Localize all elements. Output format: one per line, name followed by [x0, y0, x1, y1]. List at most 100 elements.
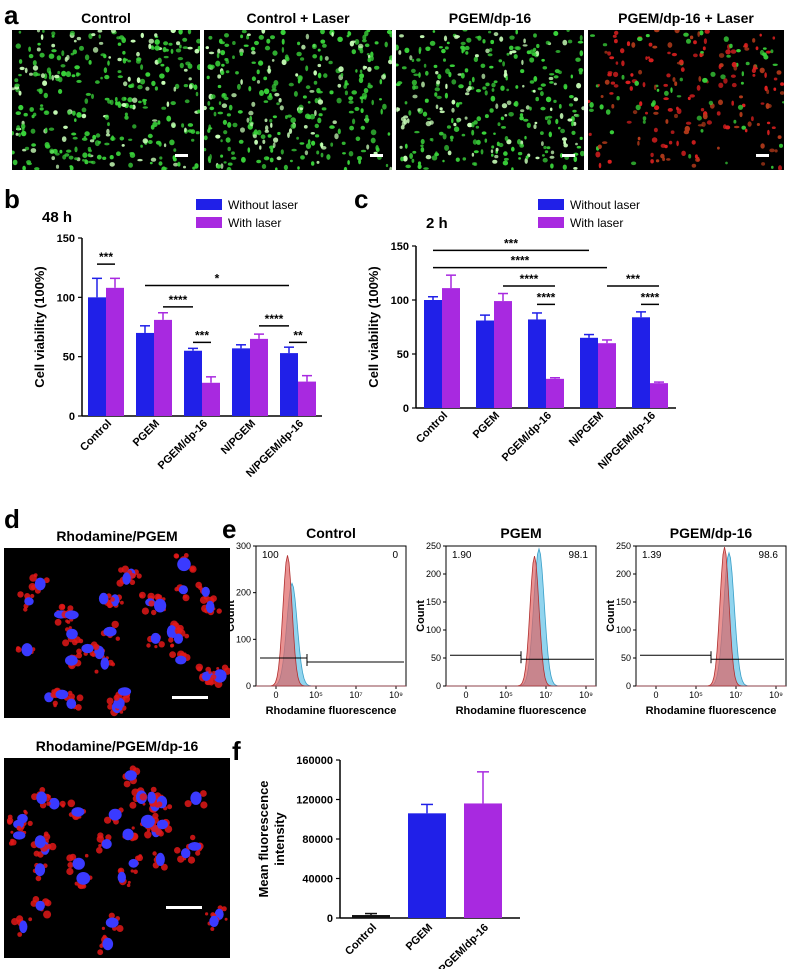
cell — [61, 70, 67, 77]
cell — [269, 93, 272, 98]
rhodamine-spot — [148, 600, 155, 607]
cell — [66, 149, 72, 153]
cell — [221, 63, 225, 67]
gate-left-percent: 100 — [262, 550, 279, 561]
cell — [621, 74, 625, 80]
cell — [766, 103, 772, 109]
cell — [720, 74, 726, 80]
cell — [503, 157, 509, 161]
cell — [501, 103, 508, 109]
cell — [542, 157, 548, 163]
cell — [305, 65, 309, 72]
cell — [132, 124, 137, 129]
rhodamine-spot — [126, 883, 131, 888]
cell — [271, 59, 275, 62]
cell — [772, 36, 776, 40]
cell — [560, 128, 565, 134]
cell — [422, 111, 428, 117]
y-tick-label: 100 — [391, 295, 409, 307]
cell — [647, 56, 651, 59]
cell — [550, 150, 555, 155]
cell — [744, 43, 747, 47]
cell — [177, 161, 181, 167]
cell — [761, 162, 766, 166]
image-title-control: Control — [81, 10, 131, 26]
cell — [443, 58, 446, 62]
cell — [121, 144, 125, 147]
cell — [700, 51, 704, 54]
rhodamine-spot — [29, 574, 37, 582]
cell — [32, 65, 39, 71]
cell — [460, 45, 465, 50]
cell — [341, 141, 346, 145]
cell — [389, 31, 392, 38]
cell — [269, 145, 275, 150]
cell — [55, 164, 60, 169]
y-axis-label: Mean fluorescence — [256, 780, 271, 897]
cell — [103, 67, 108, 74]
cell — [425, 154, 432, 160]
rhodamine-spot — [76, 648, 82, 655]
rhodamine-spot — [187, 856, 196, 864]
cell — [285, 115, 288, 120]
nucleus — [140, 814, 155, 829]
cell — [246, 34, 250, 40]
cell — [434, 152, 440, 157]
cell — [74, 65, 80, 70]
cell — [232, 55, 235, 59]
cell — [541, 154, 545, 157]
cell — [494, 154, 499, 159]
cell — [239, 51, 244, 56]
x-tick-label: PGEM/dp-16 — [437, 922, 491, 969]
cell — [204, 147, 207, 152]
cell — [760, 143, 765, 149]
panel-b-letter: b — [4, 184, 20, 214]
cell — [515, 46, 521, 51]
cell — [148, 38, 154, 44]
cell — [455, 157, 460, 162]
rhodamine-spot — [92, 643, 100, 651]
cell — [762, 52, 767, 57]
cell — [217, 84, 222, 89]
cell — [116, 151, 121, 156]
cell — [43, 92, 48, 99]
nucleus — [209, 915, 219, 927]
cell — [247, 147, 251, 153]
cell — [110, 30, 116, 34]
nucleus — [175, 655, 187, 665]
bar-with-laser — [154, 319, 172, 416]
cell — [691, 163, 697, 168]
rhodamine-spot — [123, 780, 131, 788]
cell — [82, 159, 85, 162]
micrograph-rhodamine-pgem — [4, 548, 230, 718]
cell — [261, 164, 267, 169]
significance-label: ** — [293, 328, 303, 342]
cell — [59, 149, 63, 154]
cell — [36, 47, 41, 52]
cell — [685, 121, 692, 125]
cell — [439, 107, 443, 111]
cell — [654, 30, 660, 33]
cell — [418, 48, 421, 55]
nucleus — [65, 655, 78, 666]
panel-f-letter: f — [232, 736, 241, 766]
cell — [405, 49, 410, 53]
cell — [680, 67, 685, 72]
cell — [173, 162, 179, 167]
bar-with-laser — [298, 381, 316, 416]
rhodamine-spot — [69, 853, 77, 861]
rhodamine-spot — [30, 593, 35, 599]
cell — [509, 45, 514, 51]
cell — [227, 146, 231, 152]
cell — [532, 89, 536, 93]
cell — [577, 40, 584, 44]
cell — [281, 38, 285, 45]
cell — [744, 47, 750, 51]
rhodamine-spot — [139, 793, 147, 801]
cell — [358, 158, 362, 165]
y-tick-label: 200 — [426, 569, 441, 579]
cell — [449, 64, 455, 67]
cell — [208, 127, 213, 130]
nucleus — [102, 937, 114, 951]
rhodamine-spot — [106, 600, 112, 606]
